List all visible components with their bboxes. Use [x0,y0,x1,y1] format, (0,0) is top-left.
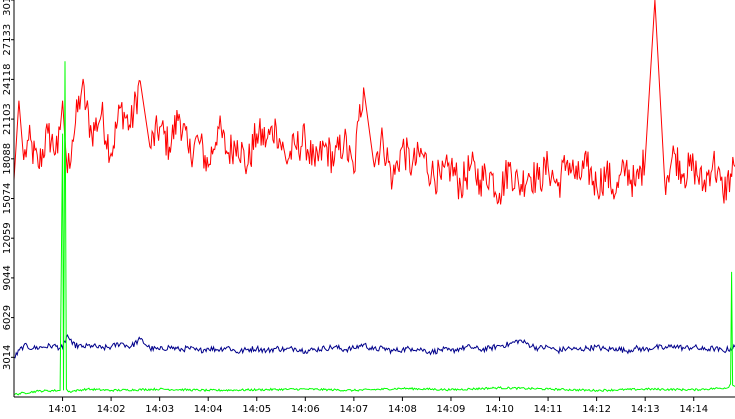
y-tick-label: 18088 [2,143,13,175]
x-tick-label: 14:09 [437,404,466,415]
x-tick-label: 14:01 [48,404,77,415]
x-tick-label: 14:04 [194,404,223,415]
series-line-2 [13,334,735,359]
x-tick-label: 14:06 [291,404,320,415]
y-tick-label: 9044 [2,265,13,290]
x-tick-label: 14:07 [339,404,368,415]
y-tick-label: 12059 [2,222,13,254]
x-tick-label: 14:14 [679,404,708,415]
y-tick-label: 6029 [2,305,13,330]
x-tick-label: 14:11 [534,404,563,415]
x-tick-label: 14:02 [97,404,126,415]
y-tick-label: 30148 [2,0,13,16]
y-tick-label: 24118 [2,63,13,95]
series-layer [13,0,735,396]
y-tick-label: 15074 [2,183,13,215]
series-line-3 [13,61,735,396]
x-tick-label: 14:10 [485,404,514,415]
y-tick-label: 27133 [2,24,13,56]
x-tick-label: 14:12 [582,404,611,415]
y-tick-label: 3014 [2,345,13,370]
series-line-1 [13,0,735,205]
x-tick-label: 14:03 [145,404,174,415]
x-tick-label: 14:05 [242,404,271,415]
x-tick-label: 14:13 [631,404,660,415]
y-tick-label: 21103 [2,103,13,135]
x-tick-label: 14:08 [388,404,417,415]
